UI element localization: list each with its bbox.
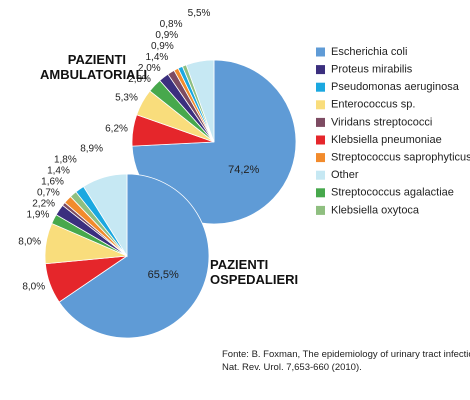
- legend-swatch: [316, 135, 325, 145]
- legend-swatch: [316, 65, 325, 75]
- data-label: 8,0%: [22, 281, 45, 292]
- legend-label: Streptococcus agalactiae: [331, 187, 454, 199]
- data-label: 0,8%: [160, 19, 183, 30]
- pie-title: PAZIENTI AMBULATORIALI: [40, 52, 148, 82]
- legend-label: Escherichia coli: [331, 46, 407, 58]
- data-label: 2,2%: [32, 199, 55, 210]
- data-label: 0,9%: [151, 41, 174, 52]
- data-label: 74,2%: [228, 164, 259, 176]
- legend-swatch: [316, 82, 325, 92]
- data-label: 1,8%: [54, 155, 77, 166]
- pie-slice: [185, 59, 215, 143]
- data-label: 5,5%: [188, 8, 211, 19]
- legend-swatch: [316, 117, 325, 127]
- legend-label: Klebsiella oxytoca: [331, 204, 420, 216]
- data-label: 0,9%: [155, 30, 178, 41]
- data-label: 1,4%: [47, 166, 70, 177]
- data-label: 1,9%: [27, 210, 50, 221]
- data-label: 2,0%: [138, 63, 161, 74]
- data-label: 6,2%: [105, 124, 128, 135]
- pie-slice: [58, 173, 210, 339]
- legend-swatch: [316, 153, 325, 163]
- legend-label: Streptococcus saprophyticus: [331, 152, 470, 164]
- source: Nat. Rev. Urol. 7,653-660 (2010).: [222, 362, 362, 373]
- legend-label: Proteus mirabilis: [331, 64, 413, 76]
- legend-label: Viridans streptococci: [331, 116, 432, 128]
- legend-swatch: [316, 205, 325, 215]
- data-label: 1,4%: [146, 52, 169, 63]
- data-label: 5,3%: [115, 93, 138, 104]
- data-label: 1,6%: [41, 177, 64, 188]
- legend-label: Enterococcus sp.: [331, 99, 415, 111]
- legend-label: Pseudomonas aeruginosa: [331, 81, 460, 93]
- source: Fonte: B. Foxman, The epidemiology of ur…: [222, 349, 470, 360]
- data-label: 2,8%: [128, 74, 151, 85]
- data-label: 8,0%: [18, 236, 41, 247]
- data-label: 65,5%: [148, 269, 179, 281]
- pie-slice: [82, 173, 128, 258]
- data-label: 0,7%: [37, 188, 60, 199]
- legend-label: Other: [331, 169, 359, 181]
- legend-swatch: [316, 100, 325, 110]
- legend-swatch: [316, 188, 325, 198]
- pie-title: PAZIENTI OSPEDALIERI: [210, 257, 299, 287]
- data-label: 8,9%: [80, 144, 103, 155]
- legend-swatch: [316, 170, 325, 180]
- legend-swatch: [316, 47, 325, 57]
- legend-label: Klebsiella pneumoniae: [331, 134, 442, 146]
